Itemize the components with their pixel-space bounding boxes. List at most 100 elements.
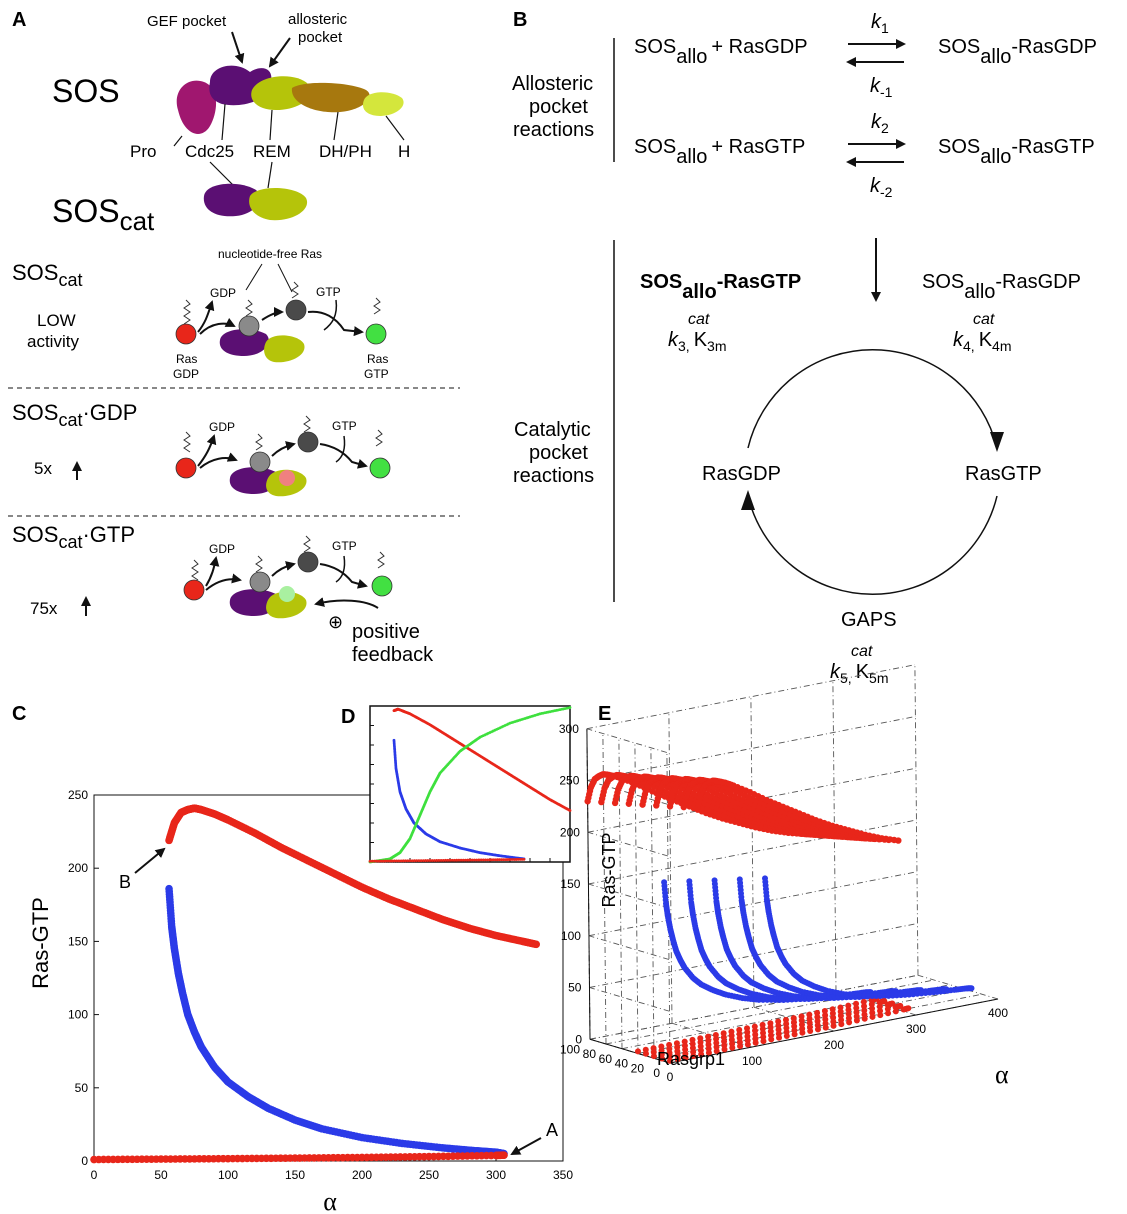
chart-c-ytick-label: 200 <box>68 861 88 875</box>
s2-bind-arrow <box>199 452 238 469</box>
gtp-in-curve <box>323 299 338 331</box>
chart-d-point <box>568 706 572 709</box>
cycle-top-arc <box>747 349 998 449</box>
chart-d-point <box>461 858 465 862</box>
fold-75x-label: 75x <box>30 599 58 618</box>
chart-e-gridline <box>589 974 919 1040</box>
catalytic-reactions-2: pocket <box>529 442 588 464</box>
s2-gtp-arrow <box>319 443 368 469</box>
chart-e-point <box>658 1055 665 1062</box>
chart-c-xtick-label: 350 <box>553 1168 573 1182</box>
chart-e-point <box>807 1028 814 1035</box>
fold-5x-label: 5x <box>34 459 52 478</box>
chart-e-point <box>861 1011 868 1018</box>
chart-e-point <box>877 1012 884 1019</box>
state3-title: SOScat·GTP <box>12 522 135 552</box>
chart-e-point <box>853 1000 860 1007</box>
positive-label: positive <box>352 621 420 643</box>
cycle-rasgtp: RasGTP <box>965 463 1042 485</box>
chart-e-ytick-label: 40 <box>615 1057 629 1071</box>
s3-gtp-label: GTP <box>332 539 357 553</box>
chart-e-ytick-label: 20 <box>631 1061 645 1075</box>
chart-e-point <box>905 1005 912 1012</box>
s3-ras-gdp <box>183 579 205 601</box>
chart-e-gridline <box>588 883 669 909</box>
activity-label: activity <box>27 332 79 351</box>
chart-d-point <box>475 858 479 862</box>
gtp-in-label: GTP <box>316 285 341 299</box>
chart-e-axis <box>586 728 591 1040</box>
panel-b: Allosteric pocket reactions SOSallo + Ras… <box>512 11 1097 686</box>
cdc25-link <box>209 161 235 187</box>
chart-d-point <box>417 859 421 863</box>
chart-e-point <box>845 1006 852 1013</box>
chart-d-point <box>439 858 443 862</box>
chart-d-point <box>419 859 423 863</box>
rem-domain <box>251 76 311 110</box>
chart-e-point <box>876 1003 883 1010</box>
chart-d-point <box>473 858 476 862</box>
3d-chart: 0501001502002503000204060801000100200300… <box>559 664 1009 1089</box>
gef-pocket-label: GEF pocket <box>147 13 227 30</box>
chart-e-point <box>768 1036 775 1043</box>
chart-e-ztick-label: 50 <box>568 981 582 995</box>
chart-e-gridline <box>586 664 915 730</box>
chart-c-ytick-label: 250 <box>68 788 88 802</box>
chart-e-point <box>634 1048 641 1055</box>
chart-d-point <box>397 859 401 863</box>
chart-d-point <box>450 858 454 862</box>
chart-e-point <box>729 1044 736 1051</box>
chart-d-point <box>408 859 412 863</box>
chart-d-point <box>395 859 399 863</box>
allosteric-pocket-arrow <box>268 37 291 68</box>
chart-c-xtick-label: 250 <box>419 1168 439 1182</box>
chart-d-point <box>446 858 450 862</box>
s2-tail1 <box>183 431 191 453</box>
s3-tail1 <box>191 559 199 581</box>
chart-d-point <box>384 859 387 863</box>
s3-tail2 <box>255 555 263 573</box>
ras-tail4 <box>373 297 381 315</box>
chart-d-point <box>377 859 381 863</box>
chart-e-ztick-label: 0 <box>575 1032 582 1046</box>
chart-e-point <box>861 1003 868 1010</box>
gdp-out-label: GDP <box>210 286 236 300</box>
allosteric-reactions-1: Allosteric <box>512 73 593 95</box>
chart-d-point <box>386 859 390 863</box>
h-tick <box>385 115 405 141</box>
chart-d-point <box>455 858 459 862</box>
chart-e-point <box>713 1048 720 1055</box>
chart-e-point <box>838 1021 845 1028</box>
soscat-title: SOScat <box>52 193 155 236</box>
k3-cat-label: cat <box>688 311 710 328</box>
state-soscat-gtp: SOScat·GTP 75x GDP GTP ⊕ positive feed <box>12 522 434 666</box>
s2-allosteric-gdp <box>279 470 295 486</box>
chart-e-gridline <box>587 780 668 805</box>
nucleotide-free-ras <box>238 315 260 337</box>
panel-letter-b: B <box>513 9 527 31</box>
chart-d-point <box>522 857 526 861</box>
chart-e-xtick-label: 400 <box>988 1006 1008 1020</box>
cdc25-label: Cdc25 <box>185 142 234 161</box>
chart-e-gridline <box>587 767 917 833</box>
chart-e-point <box>682 1054 689 1061</box>
feedback-label: feedback <box>352 644 434 666</box>
reaction1-left: SOSallo + RasGDP <box>634 36 808 68</box>
s3-nf-ras <box>249 571 271 593</box>
pro-label: Pro <box>130 142 156 161</box>
chart-d-point <box>453 858 456 862</box>
s3-tail3 <box>303 535 311 553</box>
k2-label: k2 <box>871 111 889 136</box>
chart-e-axis <box>589 1038 671 1064</box>
chart-d-point <box>477 858 481 862</box>
chart-e-point <box>884 1006 891 1013</box>
chart-e-point <box>853 1017 860 1024</box>
chart-e-zlabel: Ras-GTP <box>599 832 619 907</box>
ras-gtp-label2: GTP <box>364 367 389 381</box>
rem-link <box>267 161 273 189</box>
chart-d-point <box>390 859 394 863</box>
chart-e-point <box>721 1046 728 1053</box>
chart-d-point <box>459 858 463 862</box>
chart-e-point <box>814 1026 821 1033</box>
chart-d-point <box>426 859 430 862</box>
